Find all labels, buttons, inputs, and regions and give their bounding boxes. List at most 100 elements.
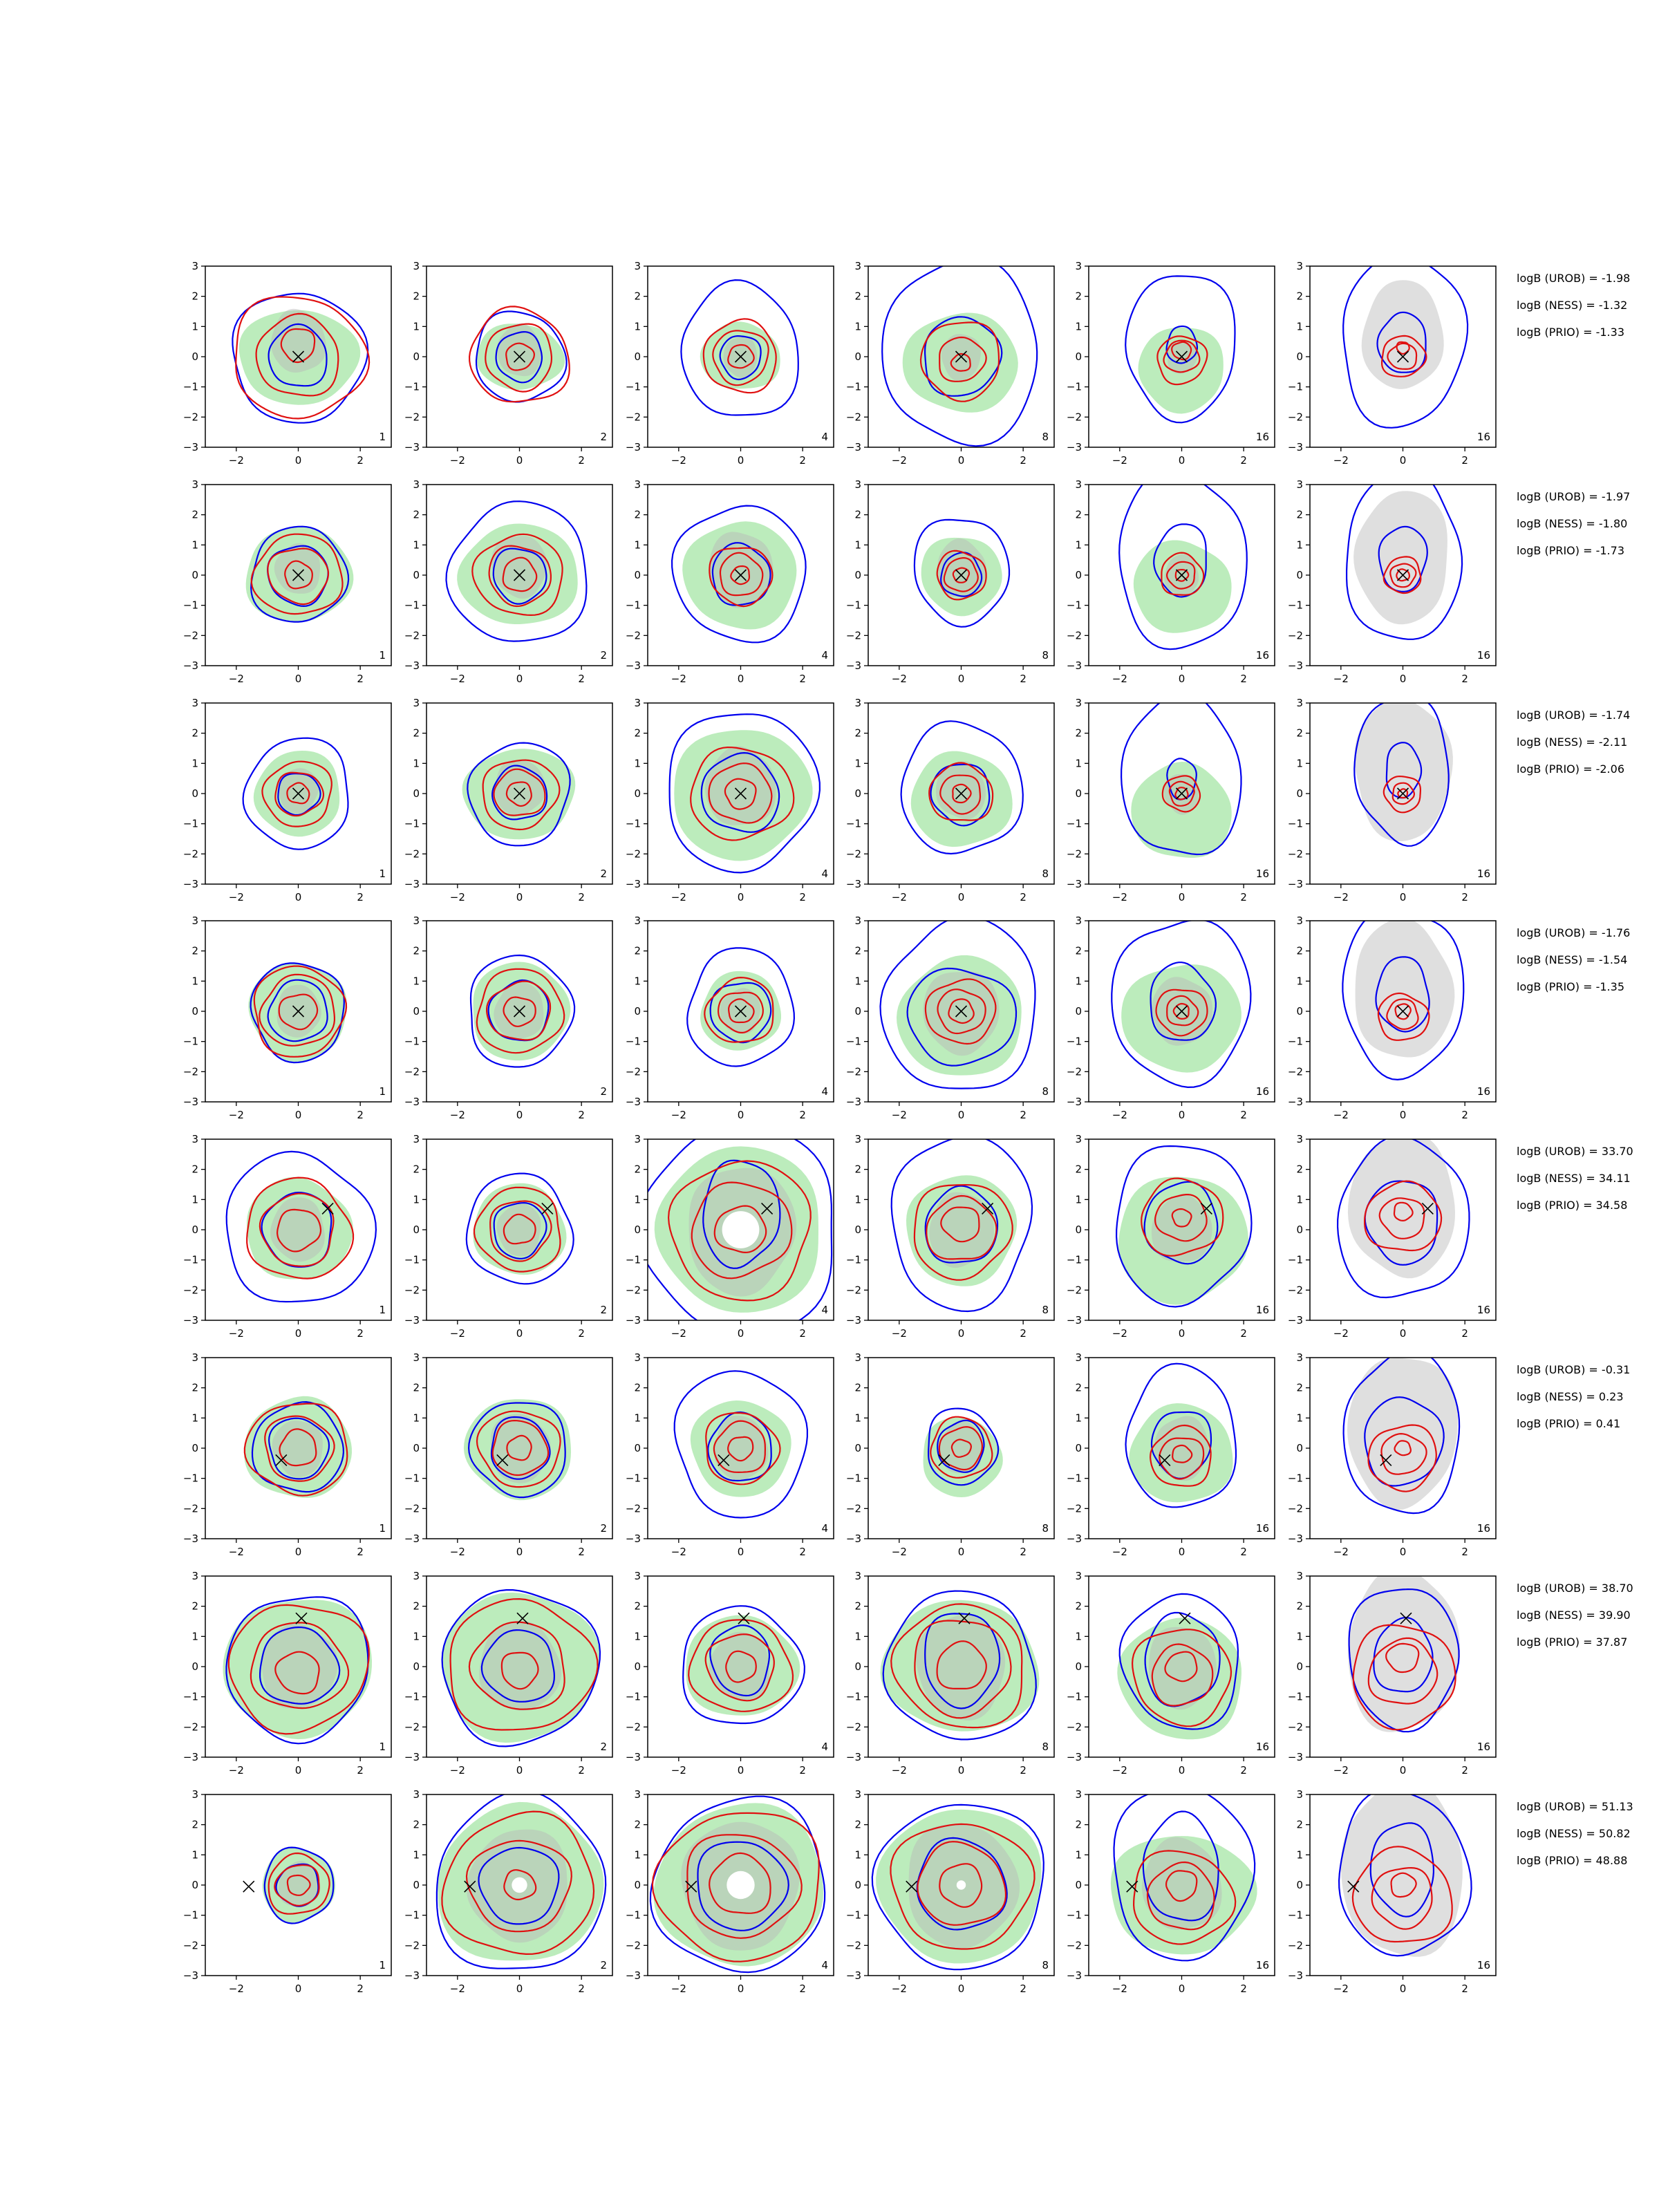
x-tick-label: 2	[578, 1546, 585, 1558]
x-tick-label: 0	[1400, 1546, 1407, 1558]
blue-contour	[251, 1400, 345, 1493]
y-tick-label: −3	[183, 878, 198, 890]
y-tick-label: −3	[1288, 1751, 1303, 1763]
y-tick-label: 0	[1296, 1879, 1303, 1891]
y-tick-label: −1	[404, 1035, 420, 1048]
red-contour	[482, 759, 561, 831]
y-tick-label: −3	[183, 659, 198, 672]
red-contour	[243, 1403, 348, 1497]
y-tick-label: 0	[854, 1224, 861, 1236]
red-contour	[1382, 556, 1422, 594]
panel: 3 2 1 0 −1 −2 −3 −2 0 2 8	[846, 1788, 1055, 1995]
y-tick-label: −2	[1067, 629, 1082, 641]
y-tick-label: 3	[413, 260, 420, 272]
y-tick-label: −2	[1288, 1065, 1303, 1078]
y-tick-label: 2	[1075, 1382, 1082, 1394]
true-value-marker	[734, 569, 747, 581]
x-tick-label: 2	[1461, 1327, 1468, 1340]
red-contour	[709, 1852, 771, 1914]
y-tick-label: 1	[634, 757, 641, 769]
panel-badge: 4	[821, 1304, 828, 1316]
y-tick-label: −1	[846, 1472, 861, 1485]
gray-density-fill	[1151, 1194, 1212, 1262]
x-tick-label: 2	[1461, 1546, 1468, 1558]
panel-contours	[1117, 1593, 1241, 1740]
panel-badge: 16	[1256, 1085, 1269, 1098]
y-tick-label: 2	[191, 1163, 198, 1176]
gray-density-fill	[278, 1861, 319, 1908]
x-tick-label: 0	[958, 1327, 965, 1340]
y-tick-label: 1	[413, 1630, 420, 1642]
y-tick-label: 1	[1296, 1412, 1303, 1424]
x-tick-label: 0	[738, 1983, 744, 1995]
panel-badge: 16	[1256, 868, 1269, 880]
y-tick-label: 2	[1296, 1382, 1303, 1394]
blue-contour	[1166, 758, 1197, 800]
y-tick-label: −3	[846, 1096, 861, 1108]
green-density-fill	[921, 537, 1002, 617]
y-tick-label: −2	[626, 847, 641, 860]
y-tick-label: −1	[404, 1909, 420, 1922]
y-tick-label: −1	[1067, 1472, 1082, 1485]
y-tick-label: 3	[854, 1133, 861, 1145]
panel-badge: 1	[379, 1959, 386, 1971]
panel-badge: 16	[1477, 1304, 1490, 1316]
red-contour	[937, 988, 986, 1035]
y-tick-label: −3	[846, 659, 861, 672]
y-tick-label: −1	[1288, 1254, 1303, 1266]
y-tick-label: −3	[183, 1751, 198, 1763]
y-tick-label: 1	[191, 1848, 198, 1861]
panel: 3 2 1 0 −1 −2 −3 −2 0 2 16	[1288, 915, 1497, 1121]
y-tick-label: −1	[1067, 1035, 1082, 1048]
x-tick-label: 0	[295, 1983, 302, 1995]
y-tick-label: 2	[1075, 1819, 1082, 1831]
y-tick-label: 0	[634, 1224, 641, 1236]
red-contour	[1146, 1861, 1215, 1931]
panel-badge: 8	[1042, 649, 1049, 662]
y-tick-label: 3	[634, 697, 641, 709]
x-tick-label: 0	[1400, 1983, 1407, 1995]
y-tick-label: 3	[634, 1570, 641, 1582]
y-tick-label: 2	[191, 509, 198, 521]
y-tick-label: 2	[634, 1600, 641, 1613]
panel-contours	[879, 921, 1036, 1089]
x-tick-label: 2	[357, 1983, 364, 1995]
x-tick-label: 2	[1240, 891, 1247, 903]
y-tick-label: 2	[854, 1163, 861, 1176]
x-tick-label: 2	[578, 891, 585, 903]
x-tick-label: −2	[892, 454, 907, 467]
y-tick-label: 0	[191, 569, 198, 581]
y-tick-label: −3	[183, 1314, 198, 1327]
y-tick-label: −1	[1067, 381, 1082, 393]
panel: 3 2 1 0 −1 −2 −3 −2 0 2 2	[404, 1570, 613, 1777]
y-tick-label: −2	[846, 1502, 861, 1515]
logb-annotation: logB (PRIO) = -1.33	[1517, 326, 1624, 339]
true-value-marker	[958, 1612, 971, 1624]
x-tick-label: 2	[799, 1983, 806, 1995]
y-tick-label: −2	[404, 629, 420, 641]
blue-contour	[1369, 1822, 1434, 1918]
y-tick-label: 1	[634, 1193, 641, 1206]
panel-badge: 16	[1477, 1522, 1490, 1535]
panel-badge: 1	[379, 1085, 386, 1098]
panel-badge: 16	[1477, 1959, 1490, 1971]
logb-annotation: logB (PRIO) = 34.58	[1517, 1199, 1627, 1212]
red-contour	[488, 545, 552, 608]
y-tick-label: 1	[1075, 1193, 1082, 1206]
x-tick-label: 2	[578, 1764, 585, 1777]
y-tick-label: 2	[413, 1382, 420, 1394]
true-value-marker	[955, 1005, 968, 1018]
panel: 3 2 1 0 −1 −2 −3 −2 0 2 1	[183, 478, 392, 685]
x-tick-label: −2	[1112, 1546, 1127, 1558]
y-tick-label: −2	[1288, 411, 1303, 423]
red-contour	[950, 1438, 973, 1459]
panel: 3 2 1 0 −1 −2 −3 −2 0 2 16	[1067, 478, 1275, 685]
red-contour	[940, 1206, 980, 1243]
y-tick-label: 0	[413, 1660, 420, 1673]
x-tick-label: −2	[671, 891, 686, 903]
x-tick-label: −2	[1333, 891, 1349, 903]
red-contour	[1154, 1194, 1208, 1242]
blue-contour	[263, 1846, 335, 1924]
blue-contour	[1342, 266, 1469, 429]
y-tick-label: −1	[626, 1691, 641, 1703]
